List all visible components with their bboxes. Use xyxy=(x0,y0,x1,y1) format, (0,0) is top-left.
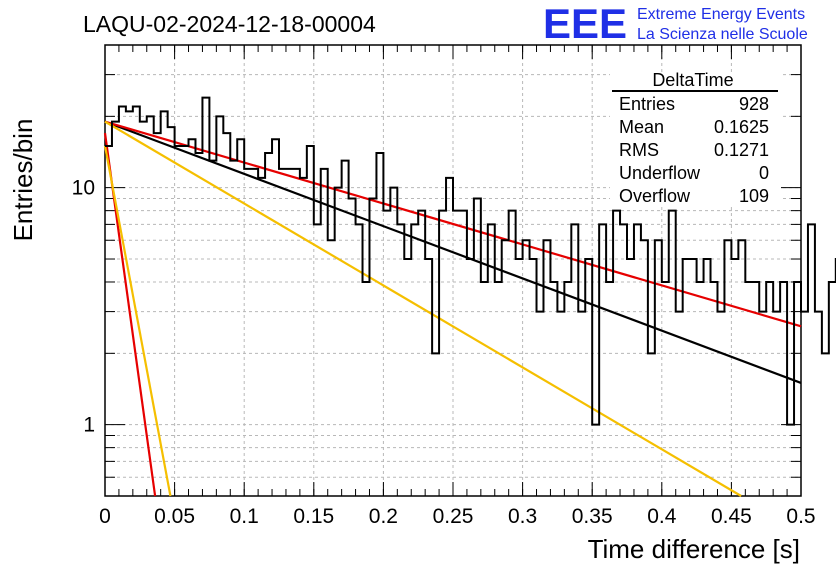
x-axis-label: Time difference [s] xyxy=(588,534,800,564)
stats-label-rms: RMS xyxy=(619,140,659,160)
y-axis-label: Entries/bin xyxy=(8,119,38,242)
y-tick-label: 10 xyxy=(72,177,95,200)
logo-line-2: La Scienza nelle Scuole xyxy=(637,26,808,43)
chart-title: LAQU-02-2024-12-18-00004 xyxy=(83,11,376,37)
fit-line xyxy=(103,145,172,497)
stats-label-entries: Entries xyxy=(619,94,675,114)
fit-line xyxy=(104,120,742,497)
fit-line xyxy=(104,120,802,328)
stats-value-rms: 0.1271 xyxy=(714,140,769,160)
y-tick-labels: 1 10 xyxy=(72,177,95,437)
logo-line-1: Extreme Energy Events xyxy=(637,6,805,23)
stats-value-entries: 928 xyxy=(739,94,769,114)
x-tick-label: 0 xyxy=(99,505,111,528)
x-tick-label: 0.35 xyxy=(572,505,613,528)
stats-label-overflow: Overflow xyxy=(619,186,691,206)
x-tick-label: 0.15 xyxy=(293,505,334,528)
stats-value-overflow: 109 xyxy=(739,186,769,206)
x-tick-label: 0.3 xyxy=(508,505,537,528)
stats-box: DeltaTime Entries 928 Mean 0.1625 RMS 0.… xyxy=(610,70,780,207)
stats-value-mean: 0.1625 xyxy=(714,117,769,137)
x-tick-label: 0.45 xyxy=(711,505,752,528)
stats-value-underflow: 0 xyxy=(759,163,769,183)
stats-label-mean: Mean xyxy=(619,117,664,137)
eee-logo-mark: EEE xyxy=(543,0,627,47)
x-tick-label: 0.05 xyxy=(154,505,195,528)
axis-ticks xyxy=(104,44,802,497)
x-tick-label: 0.1 xyxy=(230,505,259,528)
x-tick-labels: 0 0.05 0.1 0.15 0.2 0.25 0.3 0.35 0.4 0.45 0.5 xyxy=(99,505,815,528)
fit-curves xyxy=(103,120,802,497)
y-tick-label: 1 xyxy=(83,414,95,437)
stats-box-background xyxy=(610,72,780,207)
x-tick-label: 0.2 xyxy=(369,505,398,528)
stats-label-underflow: Underflow xyxy=(619,163,701,183)
histogram-outline xyxy=(105,96,836,426)
stats-title: DeltaTime xyxy=(652,70,733,90)
logo: EEE Extreme Energy Events La Scienza nel… xyxy=(543,0,808,47)
x-tick-label: 0.4 xyxy=(647,505,677,528)
fit-line xyxy=(104,120,802,384)
x-tick-label: 0.5 xyxy=(786,505,815,528)
x-tick-label: 0.25 xyxy=(433,505,474,528)
